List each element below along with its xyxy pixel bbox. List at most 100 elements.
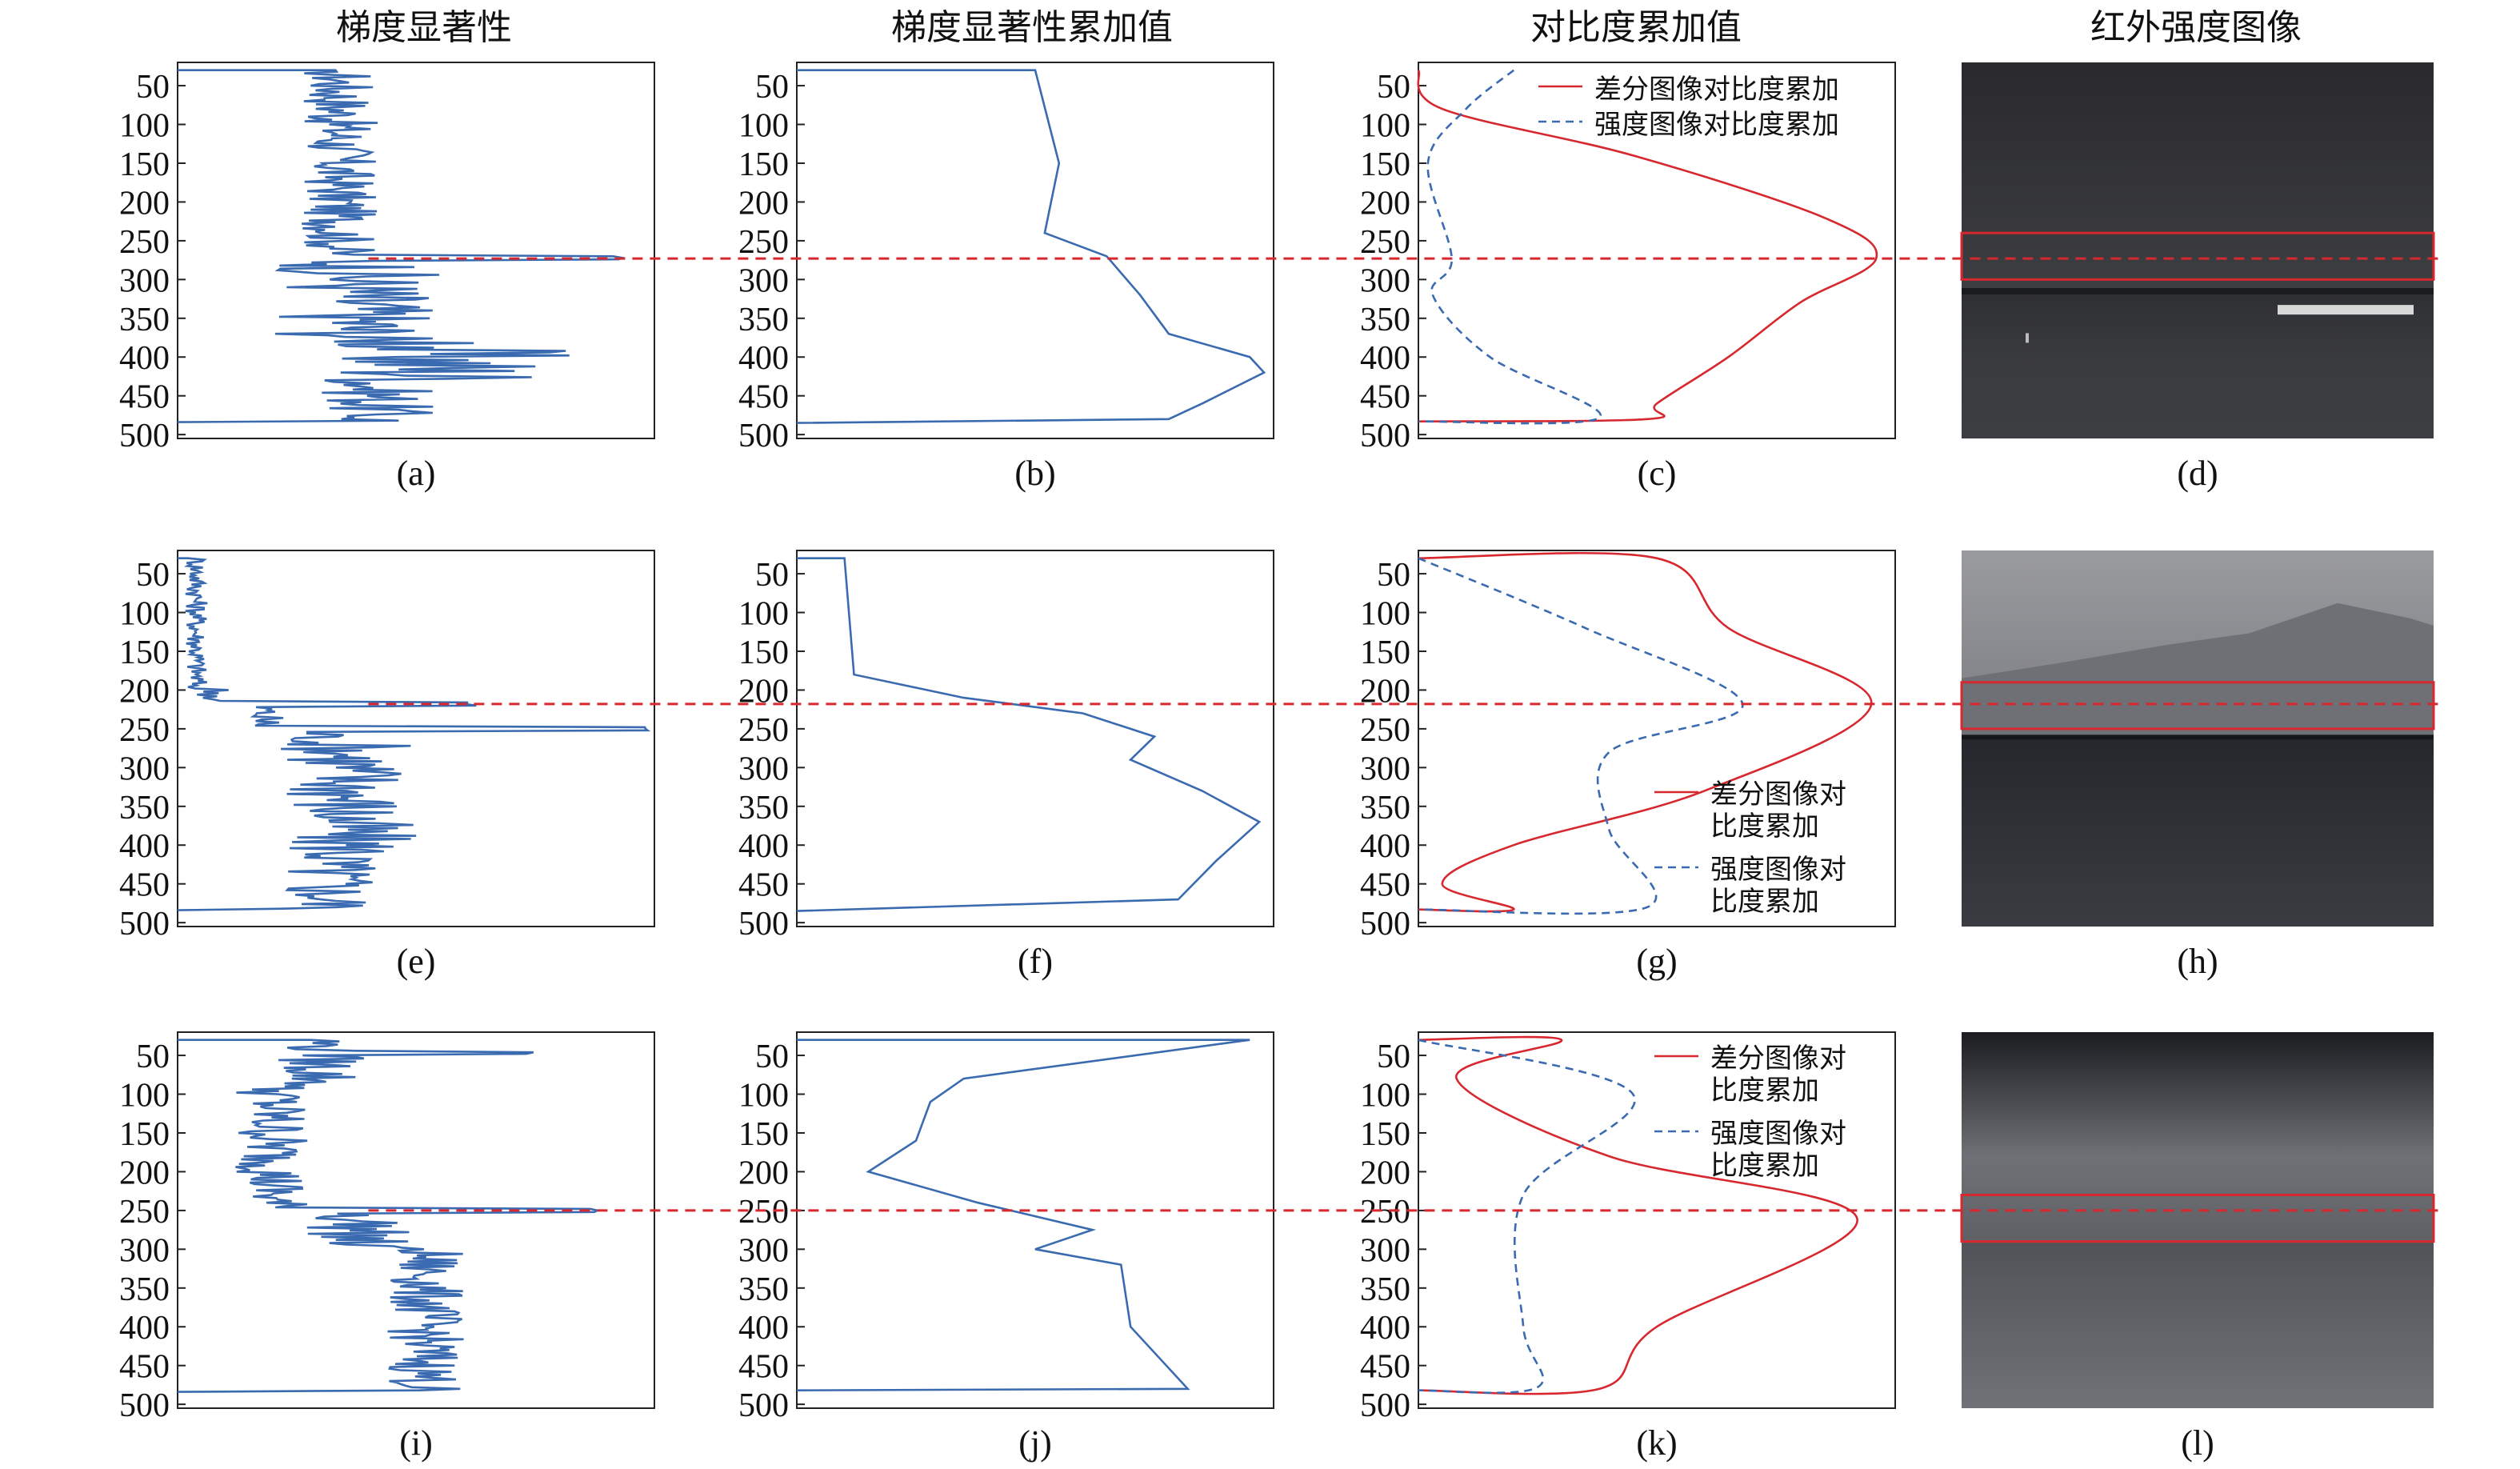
y-tick-label: 400 xyxy=(1360,1310,1410,1347)
y-tick-label: 50 xyxy=(1377,1039,1410,1075)
y-tick-label: 500 xyxy=(738,906,789,943)
y-tick-label: 350 xyxy=(119,790,170,827)
ir-ship xyxy=(2278,305,2414,315)
panel-g-series-2 xyxy=(1418,557,1744,915)
panel-label-c: (c) xyxy=(1637,454,1677,493)
y-tick-label: 150 xyxy=(738,634,789,671)
panel-label-k: (k) xyxy=(1636,1423,1678,1463)
legend-label-diff-1: 差分图像对 xyxy=(1710,779,1846,810)
ir-sky xyxy=(1962,1032,2434,1239)
detection-box-2 xyxy=(1960,681,2435,730)
column-title-1: 梯度显著性 xyxy=(336,7,512,48)
panel-k-series-2 xyxy=(1418,1039,1636,1395)
y-tick-label: 400 xyxy=(738,1310,789,1347)
y-tick-label: 500 xyxy=(119,418,170,454)
panel-c-frame xyxy=(1418,62,1896,439)
y-tick-label: 300 xyxy=(738,751,789,787)
y-tick-label: 250 xyxy=(1360,1194,1410,1231)
y-tick-label: 150 xyxy=(119,146,170,183)
y-tick-label: 250 xyxy=(1360,712,1410,749)
y-tick-label: 250 xyxy=(119,712,170,749)
y-tick-label: 300 xyxy=(738,1232,789,1269)
y-tick-label: 50 xyxy=(136,557,170,594)
panel-b-series-1 xyxy=(796,69,1266,424)
column-title-4: 红外强度图像 xyxy=(2090,7,2302,48)
y-tick-label: 400 xyxy=(738,828,789,865)
y-tick-label: 450 xyxy=(738,867,789,904)
y-tick-label: 200 xyxy=(1360,673,1410,710)
y-tick-label: 100 xyxy=(119,108,170,145)
panel-e-frame xyxy=(177,550,655,927)
legend-label-diff-2: 比度累加 xyxy=(1710,1075,1819,1106)
y-tick-label: 150 xyxy=(1360,1116,1410,1153)
legend-label-int-2: 比度累加 xyxy=(1710,887,1819,917)
panel-label-f: (f) xyxy=(1018,942,1053,981)
column-title-3: 对比度累加值 xyxy=(1530,7,1742,48)
panel-a-frame xyxy=(177,62,655,439)
panel-label-g: (g) xyxy=(1636,942,1678,981)
legend-label-diff-1: 差分图像对 xyxy=(1710,1043,1846,1074)
y-tick-label: 400 xyxy=(1360,340,1410,377)
y-tick-label: 100 xyxy=(738,108,789,145)
y-tick-label: 500 xyxy=(738,1387,789,1424)
panel-c-series-1 xyxy=(1417,70,1878,422)
panel-j-frame xyxy=(796,1031,1274,1409)
y-tick-label: 150 xyxy=(738,1116,789,1153)
y-tick-label: 300 xyxy=(119,262,170,299)
ir-mountains xyxy=(1962,602,2434,735)
panel-label-d: (d) xyxy=(2177,454,2218,493)
panel-f-frame xyxy=(796,550,1274,927)
infrared-image-1 xyxy=(1962,62,2434,438)
y-tick-label: 500 xyxy=(119,906,170,943)
y-tick-label: 400 xyxy=(1360,828,1410,865)
detection-box-1 xyxy=(1960,231,2435,281)
y-tick-label: 250 xyxy=(738,224,789,261)
y-tick-label: 450 xyxy=(738,379,789,416)
y-tick-label: 350 xyxy=(738,302,789,338)
y-tick-label: 250 xyxy=(1360,224,1410,261)
y-tick-label: 400 xyxy=(738,340,789,377)
y-tick-label: 100 xyxy=(738,596,789,633)
y-tick-label: 100 xyxy=(1360,1078,1410,1115)
y-tick-label: 350 xyxy=(119,302,170,338)
y-tick-label: 100 xyxy=(1360,596,1410,633)
panel-label-a: (a) xyxy=(396,454,436,493)
y-tick-label: 100 xyxy=(738,1078,789,1115)
panel-label-i: (i) xyxy=(399,1423,433,1463)
detection-box-3 xyxy=(1960,1194,2435,1243)
legend-label-diff-2: 比度累加 xyxy=(1710,811,1819,842)
y-tick-label: 350 xyxy=(1360,1271,1410,1308)
y-tick-label: 200 xyxy=(119,185,170,222)
y-tick-label: 150 xyxy=(1360,634,1410,671)
y-tick-label: 350 xyxy=(1360,302,1410,338)
y-tick-label: 450 xyxy=(738,1349,789,1386)
legend-label-diff: 差分图像对比度累加 xyxy=(1594,74,1839,105)
panel-c-series-2 xyxy=(1418,69,1602,425)
y-tick-label: 150 xyxy=(119,634,170,671)
y-tick-label: 500 xyxy=(1360,1387,1410,1424)
y-tick-label: 350 xyxy=(738,1271,789,1308)
y-tick-label: 100 xyxy=(119,1078,170,1115)
y-tick-label: 200 xyxy=(119,1155,170,1191)
y-tick-label: 300 xyxy=(119,1232,170,1269)
y-tick-label: 350 xyxy=(1360,790,1410,827)
ir-sea xyxy=(1962,1239,2434,1408)
y-tick-label: 50 xyxy=(136,1039,170,1075)
panel-i-frame xyxy=(177,1031,655,1409)
y-tick-label: 50 xyxy=(1377,69,1410,106)
y-tick-label: 350 xyxy=(738,790,789,827)
infrared-image-3 xyxy=(1962,1032,2434,1408)
panel-k-frame xyxy=(1418,1031,1896,1409)
y-tick-label: 450 xyxy=(1360,1349,1410,1386)
panel-label-e: (e) xyxy=(396,942,436,981)
ir-sea xyxy=(1962,734,2434,927)
y-tick-label: 450 xyxy=(119,379,170,416)
y-tick-label: 200 xyxy=(738,185,789,222)
